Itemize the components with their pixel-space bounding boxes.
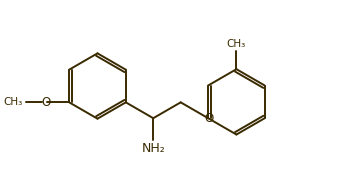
Text: CH₃: CH₃ <box>4 97 23 107</box>
Text: O: O <box>204 112 214 125</box>
Text: O: O <box>42 96 51 109</box>
Text: CH₃: CH₃ <box>227 39 246 49</box>
Text: NH₂: NH₂ <box>141 142 165 155</box>
